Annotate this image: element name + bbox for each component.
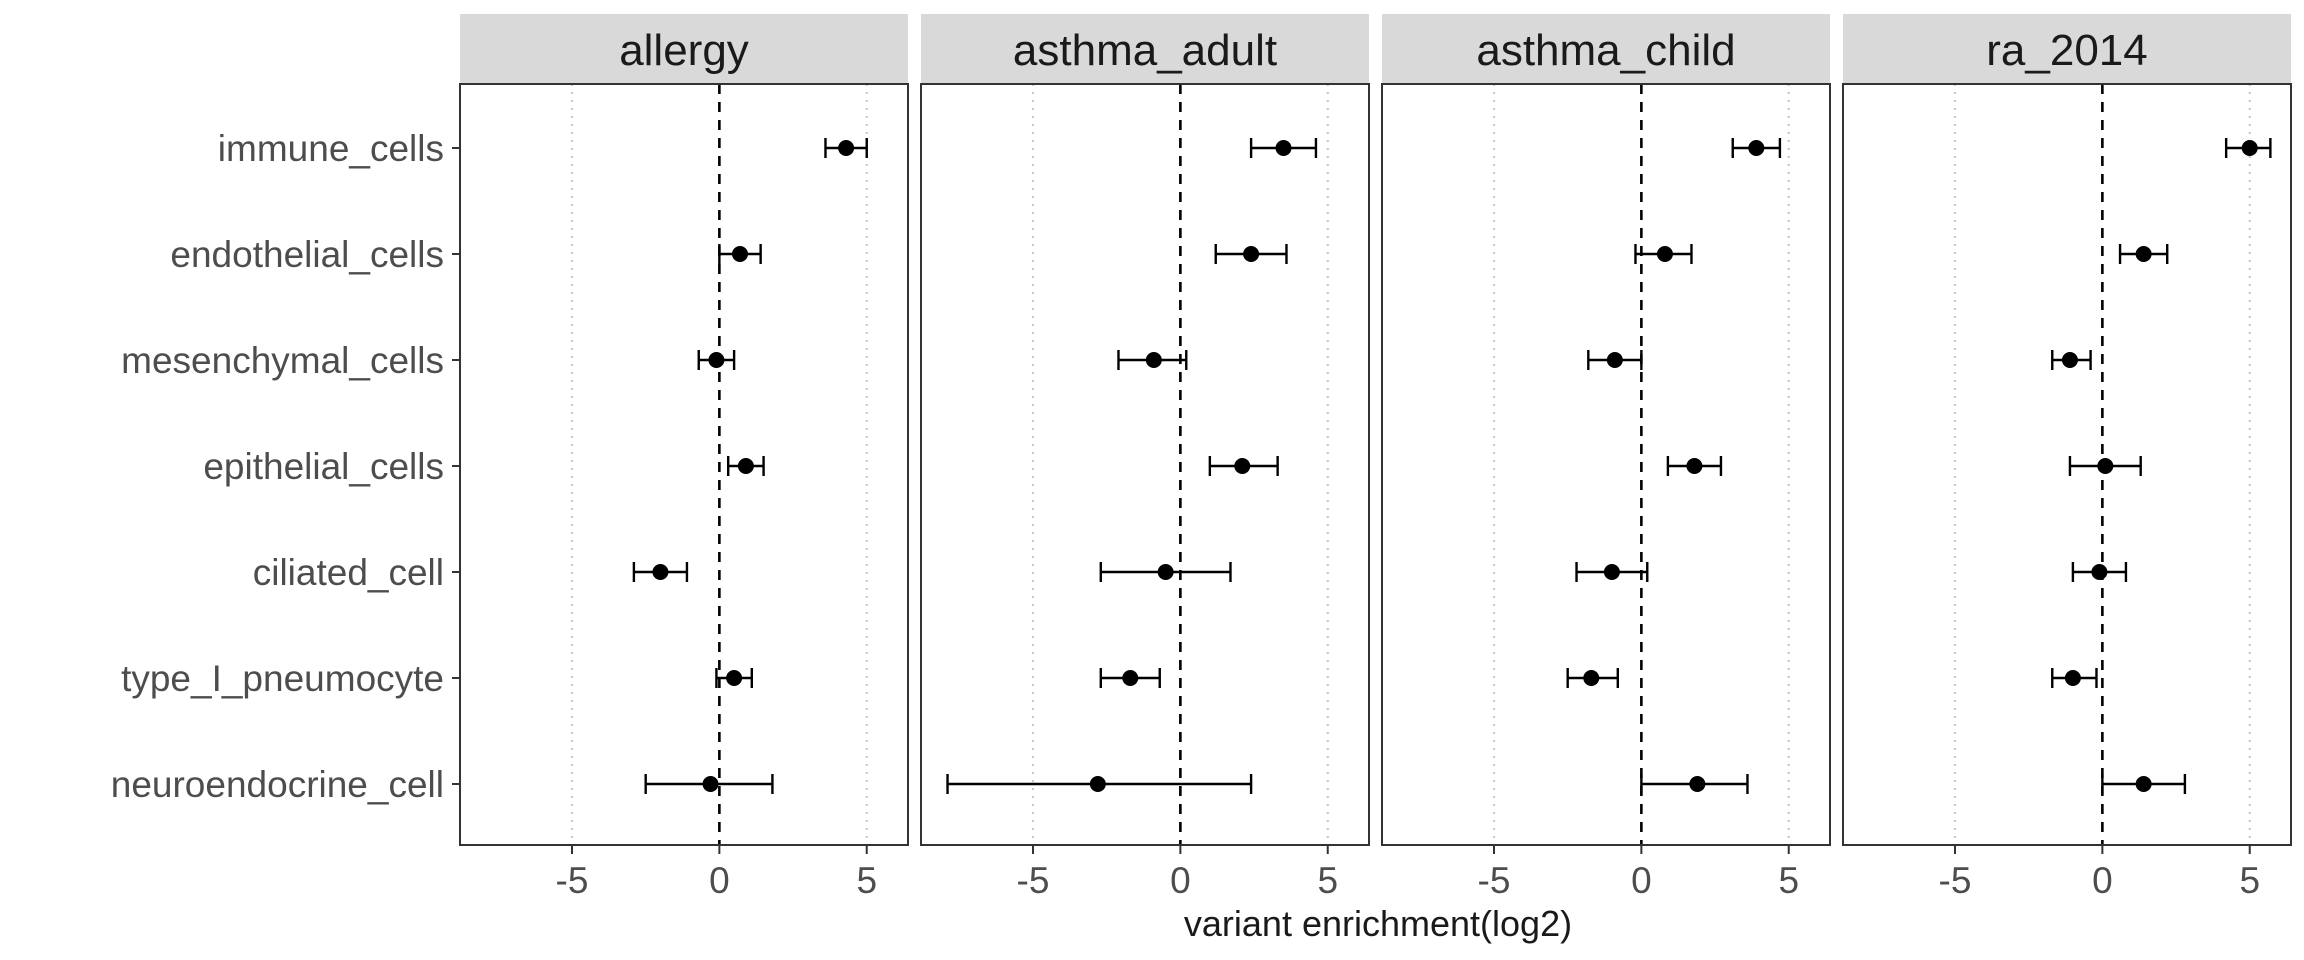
- x-tick-label: 0: [1170, 860, 1191, 901]
- point-type_I_pneumocyte: [726, 670, 743, 686]
- point-ciliated_cell: [1603, 564, 1620, 580]
- x-axis-title: variant enrichment(log2): [1184, 903, 1572, 944]
- y-tick-label-neuroendocrine_cell: neuroendocrine_cell: [111, 764, 444, 805]
- y-tick-label-immune_cells: immune_cells: [218, 128, 444, 169]
- point-ciliated_cell: [652, 564, 669, 580]
- panel-title-allergy: allergy: [619, 26, 749, 75]
- x-tick-label: -5: [1939, 860, 1972, 901]
- y-tick-label-endothelial_cells: endothelial_cells: [170, 234, 444, 275]
- point-immune_cells: [2241, 140, 2258, 156]
- panel-background: [1843, 84, 2291, 845]
- point-mesenchymal_cells: [708, 352, 725, 368]
- panel-border: [1842, 83, 2292, 846]
- point-neuroendocrine_cell: [1089, 776, 1106, 792]
- point-type_I_pneumocyte: [1583, 670, 1600, 686]
- point-endothelial_cells: [1243, 246, 1260, 262]
- point-type_I_pneumocyte: [1122, 670, 1139, 686]
- panel-border: [920, 83, 1370, 846]
- y-tick-label-type_I_pneumocyte: type_I_pneumocyte: [121, 658, 444, 699]
- point-immune_cells: [1275, 140, 1292, 156]
- panel-allergy: allergy -5 0 5: [459, 14, 909, 901]
- point-mesenchymal_cells: [2061, 352, 2078, 368]
- panel-background: [460, 84, 908, 845]
- x-tick-label: 0: [709, 860, 730, 901]
- point-ciliated_cell: [2091, 564, 2108, 580]
- point-immune_cells: [1748, 140, 1765, 156]
- point-immune_cells: [838, 140, 855, 156]
- point-endothelial_cells: [1656, 246, 1673, 262]
- panel-border: [1381, 83, 1831, 846]
- panel-asthma_child: asthma_child -5 0 5: [1381, 14, 1831, 901]
- x-tick-label: 5: [1317, 860, 1338, 901]
- point-ciliated_cell: [1157, 564, 1174, 580]
- y-tick-label-ciliated_cell: ciliated_cell: [253, 552, 444, 593]
- x-tick-label: -5: [1017, 860, 1050, 901]
- point-epithelial_cells: [1686, 458, 1703, 474]
- x-tick-label: -5: [556, 860, 589, 901]
- panel-background: [1382, 84, 1830, 845]
- panel-border: [459, 83, 909, 846]
- facet-panels: allergy -5 0 5 asthma_adult -5 0 5 asthma_child -…: [459, 14, 2292, 901]
- x-tick-label: 0: [1631, 860, 1652, 901]
- x-tick-label: -5: [1478, 860, 1511, 901]
- point-neuroendocrine_cell: [2135, 776, 2152, 792]
- panel-strip: [921, 14, 1369, 84]
- point-epithelial_cells: [737, 458, 754, 474]
- x-tick-label: 5: [1778, 860, 1799, 901]
- y-axis-labels: immune_cells endothelial_cells mesenchymal…: [111, 128, 460, 805]
- panel-title-asthma_child: asthma_child: [1476, 26, 1735, 75]
- panel-title-ra_2014: ra_2014: [1986, 26, 2147, 75]
- point-neuroendocrine_cell: [1689, 776, 1706, 792]
- point-mesenchymal_cells: [1606, 352, 1623, 368]
- panel-strip: [1382, 14, 1830, 84]
- panel-title-asthma_adult: asthma_adult: [1013, 26, 1277, 75]
- point-type_I_pneumocyte: [2064, 670, 2081, 686]
- x-tick-label: 0: [2092, 860, 2113, 901]
- point-neuroendocrine_cell: [702, 776, 719, 792]
- point-endothelial_cells: [2135, 246, 2152, 262]
- panel-background: [921, 84, 1369, 845]
- point-epithelial_cells: [1234, 458, 1251, 474]
- point-endothelial_cells: [732, 246, 748, 262]
- x-tick-label: 5: [2239, 860, 2260, 901]
- panel-asthma_adult: asthma_adult -5 0 5: [920, 14, 1370, 901]
- y-tick-label-epithelial_cells: epithelial_cells: [203, 446, 444, 487]
- point-epithelial_cells: [2097, 458, 2114, 474]
- panel-ra_2014: ra_2014 -5 0 5: [1842, 14, 2292, 901]
- y-tick-label-mesenchymal_cells: mesenchymal_cells: [121, 340, 444, 381]
- panel-strip: [1843, 14, 2291, 84]
- x-tick-label: 5: [856, 860, 877, 901]
- point-mesenchymal_cells: [1145, 352, 1162, 368]
- panel-strip: [460, 14, 908, 84]
